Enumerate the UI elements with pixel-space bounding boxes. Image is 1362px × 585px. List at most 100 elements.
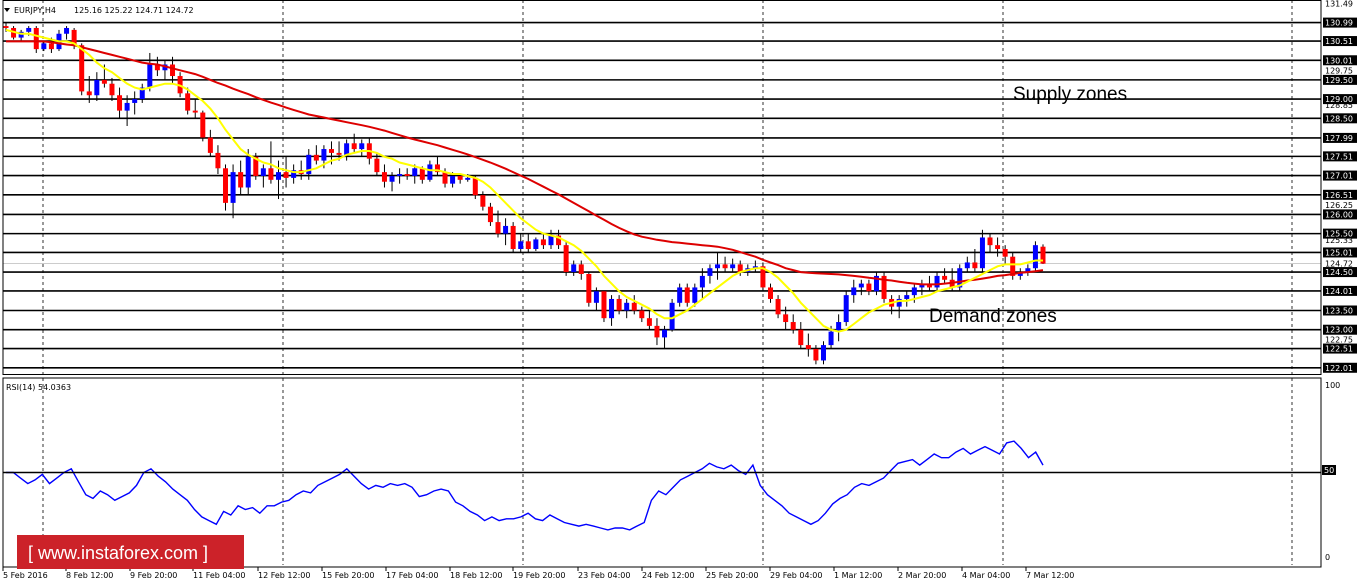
price-label-bg xyxy=(1323,343,1357,354)
rsi-tick-0: 0 xyxy=(1325,553,1330,562)
candle-body xyxy=(495,222,501,234)
price-label-bg xyxy=(1323,285,1357,296)
candle-body xyxy=(192,110,198,113)
candle-body xyxy=(291,170,297,178)
candle-body xyxy=(805,345,811,349)
candle-body xyxy=(578,264,584,274)
x-axis-label: 25 Feb 20:00 xyxy=(706,571,758,580)
price-axis-label: 122.01 xyxy=(1325,364,1353,373)
candle-body xyxy=(230,172,236,203)
dropdown-triangle-icon[interactable] xyxy=(4,8,10,12)
candle-body xyxy=(139,87,145,100)
candle-body xyxy=(790,322,796,330)
candle-body xyxy=(306,154,312,175)
candle-body xyxy=(442,172,448,184)
candle-body xyxy=(942,275,948,280)
candle-body xyxy=(979,237,985,269)
price-label-bg xyxy=(1323,362,1357,373)
candle-body xyxy=(48,43,54,50)
x-axis-label: 12 Feb 12:00 xyxy=(258,571,310,580)
demand-zones-annotation: Demand zones xyxy=(929,306,1057,327)
price-label-bg xyxy=(1323,324,1357,335)
candle-body xyxy=(170,64,176,77)
x-axis-label: 9 Feb 20:00 xyxy=(130,571,177,580)
candle-body xyxy=(260,168,266,176)
price-axis-label: 129.50 xyxy=(1325,76,1353,85)
candle-body xyxy=(563,245,569,273)
candle-body xyxy=(404,174,410,176)
price-label-bg xyxy=(1323,94,1357,105)
candle-body xyxy=(457,175,463,180)
candle-body xyxy=(858,283,864,288)
x-axis-label: 18 Feb 12:00 xyxy=(450,571,502,580)
x-axis-label: 24 Feb 12:00 xyxy=(642,571,694,580)
rsi-tick-100: 100 xyxy=(1325,381,1340,390)
price-label-bg xyxy=(1323,55,1357,66)
price-label-bg xyxy=(1323,170,1357,181)
price-axis-label: 125.33 xyxy=(1325,236,1353,245)
x-axis-label: 17 Feb 04:00 xyxy=(386,571,438,580)
candle-body xyxy=(147,64,153,88)
rsi-line xyxy=(6,440,1044,531)
candle-body xyxy=(881,275,887,299)
price-axis-label: 125.50 xyxy=(1325,230,1353,239)
price-label-bg xyxy=(1323,113,1357,124)
candle-body xyxy=(707,268,713,276)
candle-body xyxy=(419,168,425,180)
candle-body xyxy=(1002,249,1008,257)
candle-body xyxy=(207,137,213,153)
candle-body xyxy=(737,264,743,273)
price-label-bg xyxy=(1323,132,1357,143)
candle-body xyxy=(328,149,334,153)
candle-body xyxy=(957,268,963,288)
x-axis-label: 11 Feb 04:00 xyxy=(193,571,245,580)
candle-body xyxy=(866,283,872,292)
candle-body xyxy=(548,235,554,246)
x-axis-label: 1 Mar 12:00 xyxy=(834,571,882,580)
candle-body xyxy=(820,345,826,361)
candle-body xyxy=(639,310,645,319)
candle-body xyxy=(662,329,668,338)
price-label-bg xyxy=(1323,209,1357,220)
price-axis-label: 123.00 xyxy=(1325,326,1353,335)
candle-body xyxy=(798,329,804,346)
candle-body xyxy=(911,287,917,296)
candle-body xyxy=(124,102,130,111)
candle-body xyxy=(669,302,675,330)
candle-body xyxy=(200,112,206,138)
candle-body xyxy=(609,298,615,319)
rsi-50-marker xyxy=(1322,465,1336,475)
candle-body xyxy=(359,143,365,150)
candle-body xyxy=(775,298,781,315)
candle-body xyxy=(699,275,705,288)
price-label-bg xyxy=(1323,189,1357,200)
candle-body xyxy=(94,79,100,96)
x-axis-label: 8 Feb 12:00 xyxy=(66,571,113,580)
candle-body xyxy=(593,291,599,303)
candle-body xyxy=(987,237,993,246)
candle-body xyxy=(321,149,327,161)
candle-body xyxy=(154,64,160,71)
candle-body xyxy=(487,206,493,223)
zone-lines xyxy=(3,21,1321,369)
candle-body xyxy=(223,168,229,203)
price-axis-label: 124.01 xyxy=(1325,287,1353,296)
rsi-label: RSI(14) 54.0363 xyxy=(6,383,71,392)
price-axis-label: 129.75 xyxy=(1325,66,1353,75)
watermark-background xyxy=(17,535,244,569)
candle-body xyxy=(3,26,9,28)
candle-body xyxy=(851,287,857,296)
candle-body xyxy=(397,174,403,176)
candle-body xyxy=(71,29,77,46)
price-label-bg xyxy=(1323,267,1357,278)
candle-body xyxy=(238,172,244,188)
price-axis-label: 123.50 xyxy=(1325,307,1353,316)
candle-body xyxy=(533,239,539,249)
price-axis-label: 124.72 xyxy=(1325,260,1353,269)
candle-body xyxy=(760,266,766,288)
price-axis-label: 127.99 xyxy=(1325,134,1353,143)
x-axis-label: 5 Feb 2016 xyxy=(3,571,48,580)
candle-body xyxy=(768,287,774,299)
